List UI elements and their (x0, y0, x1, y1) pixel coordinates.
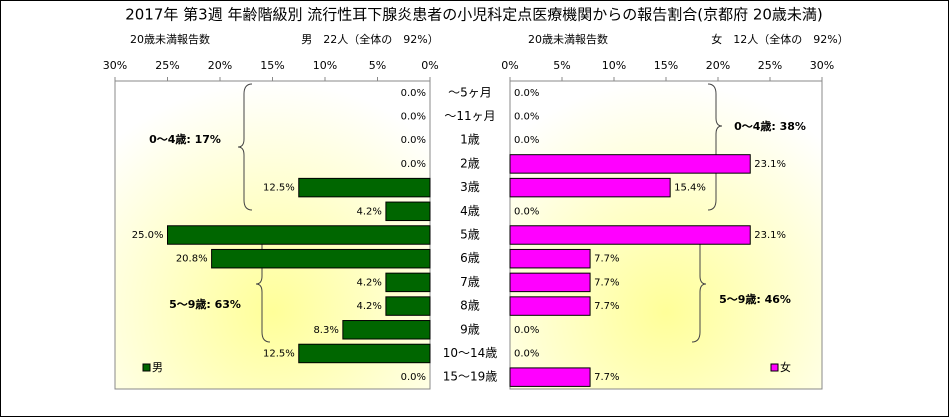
x-tick-label: 0% (421, 59, 438, 72)
x-tick-label: 5% (369, 59, 386, 72)
category-label: 3歳 (460, 180, 480, 194)
brace (237, 83, 253, 211)
chart-title: 2017年 第3週 年齢階級別 流行性耳下腺炎患者の小児科定点医療機関からの報告… (125, 6, 823, 24)
x-tick-label: 5% (553, 59, 570, 72)
value-label: 0.0% (401, 135, 426, 146)
value-label: 7.7% (594, 301, 619, 312)
legend-label: 女 (780, 360, 791, 374)
category-label: 4歳 (460, 204, 480, 218)
value-label: 0.0% (514, 135, 539, 146)
bar (509, 154, 751, 174)
value-label: 4.2% (356, 206, 381, 217)
value-label: 12.5% (263, 183, 295, 194)
bar (509, 367, 591, 387)
value-label: 23.1% (754, 230, 786, 241)
legend-label: 男 (152, 361, 163, 374)
subtitle: 20歳未満報告数 (528, 33, 608, 46)
value-label: 0.0% (401, 159, 426, 170)
value-label: 4.2% (356, 301, 381, 312)
brace (707, 83, 723, 211)
category-label: 8歳 (460, 299, 480, 313)
bar (385, 201, 431, 222)
value-label: 0.0% (514, 206, 539, 217)
value-label: 25.0% (132, 230, 164, 241)
legend-swatch (142, 363, 151, 372)
x-tick-label: 25% (758, 59, 782, 72)
value-label: 12.5% (263, 348, 295, 359)
category-label: ～5ヶ月 (448, 85, 492, 99)
bar (385, 272, 431, 293)
category-label: ～11ヶ月 (444, 109, 495, 123)
legend-swatch (770, 363, 779, 372)
subtitle: 女 12人（全体の 92%） (711, 32, 848, 46)
x-tick-label: 10% (313, 59, 337, 72)
subtitle: 男 22人（全体の 92%） (301, 32, 438, 46)
category-label: 2歳 (460, 156, 480, 170)
category-label: 9歳 (460, 322, 480, 336)
x-tick-label: 25% (155, 59, 179, 72)
value-label: 15.4% (674, 183, 706, 194)
annotation: 0～4歳: 17% (149, 132, 221, 146)
category-label: 1歳 (460, 133, 480, 147)
value-label: 4.2% (356, 277, 381, 288)
bar (509, 177, 671, 198)
x-tick-label: 0% (501, 59, 518, 72)
value-label: 0.0% (514, 348, 539, 359)
subtitle: 20歳未満報告数 (130, 33, 210, 46)
bar (167, 225, 431, 245)
value-label: 0.0% (401, 112, 426, 123)
x-tick-label: 15% (654, 59, 678, 72)
bar (211, 248, 431, 269)
bar (298, 343, 431, 364)
x-tick-label: 30% (103, 59, 127, 72)
x-tick-label: 15% (260, 59, 284, 72)
bar (342, 320, 431, 340)
category-label: 5歳 (460, 228, 480, 242)
category-label: 6歳 (460, 251, 480, 265)
x-tick-label: 20% (208, 59, 232, 72)
value-label: 0.0% (514, 112, 539, 123)
value-label: 0.0% (514, 325, 539, 336)
value-label: 7.7% (594, 372, 619, 383)
x-tick-label: 20% (706, 59, 730, 72)
bar (385, 296, 431, 316)
bar (298, 177, 431, 198)
annotation: 0～4歳: 38% (734, 119, 806, 133)
annotation: 5～9歳: 46% (719, 292, 791, 306)
x-tick-label: 10% (602, 59, 626, 72)
value-label: 0.0% (401, 372, 426, 383)
value-label: 0.0% (514, 88, 539, 99)
value-label: 8.3% (313, 325, 338, 336)
bar (509, 248, 591, 269)
category-label: 15～19歳 (443, 370, 498, 384)
bar (509, 225, 751, 245)
value-label: 20.8% (176, 254, 208, 265)
x-tick-label: 30% (810, 59, 834, 72)
value-label: 23.1% (754, 159, 786, 170)
value-label: 7.7% (594, 277, 619, 288)
value-label: 0.0% (401, 88, 426, 99)
category-label: 10～14歳 (443, 346, 498, 360)
bar (509, 272, 591, 293)
value-label: 7.7% (594, 254, 619, 265)
annotation: 5～9歳: 63% (169, 297, 241, 311)
category-label: 7歳 (460, 275, 480, 289)
bar (509, 296, 591, 316)
